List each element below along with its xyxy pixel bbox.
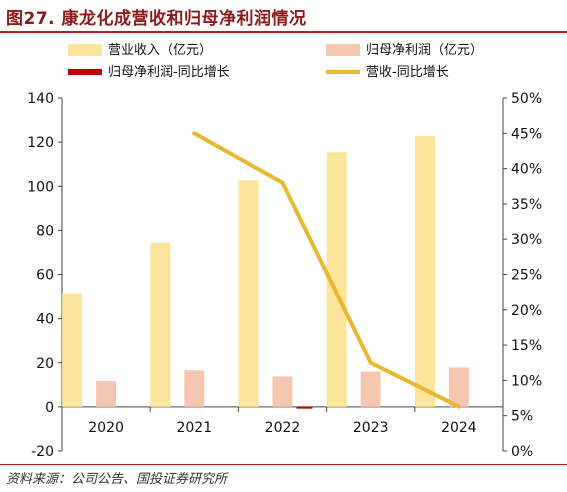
revenue-growth-line — [192, 131, 461, 409]
legend: 营业收入（亿元） 归母净利润（亿元） 归母净利润-同比增长 营收-同比增长 — [68, 43, 483, 80]
left-tick-label: -20 — [31, 444, 54, 460]
legend-label: 营业收入（亿元） — [108, 43, 212, 58]
x-tick-label: 2024 — [441, 420, 477, 436]
left-tick-label: 40 — [36, 312, 54, 328]
right-tick-label: 0% — [511, 444, 533, 460]
right-tick-label: 5% — [511, 409, 533, 425]
bar-net-profit — [360, 371, 381, 407]
left-tick-label: 0 — [45, 400, 54, 416]
right-tick-label: 10% — [511, 373, 542, 389]
bar-net-profit-growth — [296, 406, 313, 409]
bar-revenue — [150, 242, 171, 407]
bar-revenue — [326, 152, 347, 407]
legend-swatch — [68, 69, 102, 75]
legend-label: 归母净利润（亿元） — [366, 43, 483, 58]
chart-title: 图27. 康龙化成营收和归母净利润情况 — [6, 9, 307, 29]
right-tick-label: 25% — [511, 268, 542, 284]
axes: -20 0 20 40 60 80 100 120 140 0% 5% 10% 15% 20% 25% 30%… — [27, 91, 542, 460]
x-tick-label: 2022 — [265, 420, 301, 436]
bottom-rule — [0, 464, 567, 465]
source-note: 资料来源：公司公告、国投证券研究所 — [6, 472, 228, 487]
line-series — [192, 131, 461, 409]
bar-net-profit — [272, 376, 293, 407]
left-tick-label: 100 — [27, 179, 54, 195]
bar-revenue — [238, 180, 259, 407]
right-tick-label: 40% — [511, 162, 542, 178]
legend-swatch — [68, 44, 102, 56]
title-rule — [0, 31, 567, 33]
bars — [62, 135, 469, 409]
right-tick-label: 15% — [511, 338, 542, 354]
right-tick-label: 30% — [511, 232, 542, 248]
bar-net-profit — [448, 367, 469, 407]
bar-revenue — [62, 293, 83, 407]
right-tick-label: 50% — [511, 91, 542, 107]
bar-net-profit — [96, 381, 117, 407]
x-tick-label: 2021 — [176, 420, 212, 436]
left-tick-label: 60 — [36, 268, 54, 284]
right-tick-label: 35% — [511, 197, 542, 213]
left-tick-label: 20 — [36, 356, 54, 372]
left-tick-label: 80 — [36, 223, 54, 239]
bar-revenue — [414, 135, 435, 407]
left-tick-label: 120 — [27, 135, 54, 151]
right-tick-label: 20% — [511, 303, 542, 319]
legend-label: 归母净利润-同比增长 — [108, 65, 230, 80]
legend-swatch — [326, 44, 360, 56]
left-tick-label: 140 — [27, 91, 54, 107]
right-tick-label: 45% — [511, 126, 542, 142]
x-tick-label: 2020 — [88, 420, 124, 436]
bar-net-profit — [184, 370, 205, 407]
legend-label: 营收-同比增长 — [366, 65, 449, 80]
x-tick-label: 2023 — [353, 420, 389, 436]
